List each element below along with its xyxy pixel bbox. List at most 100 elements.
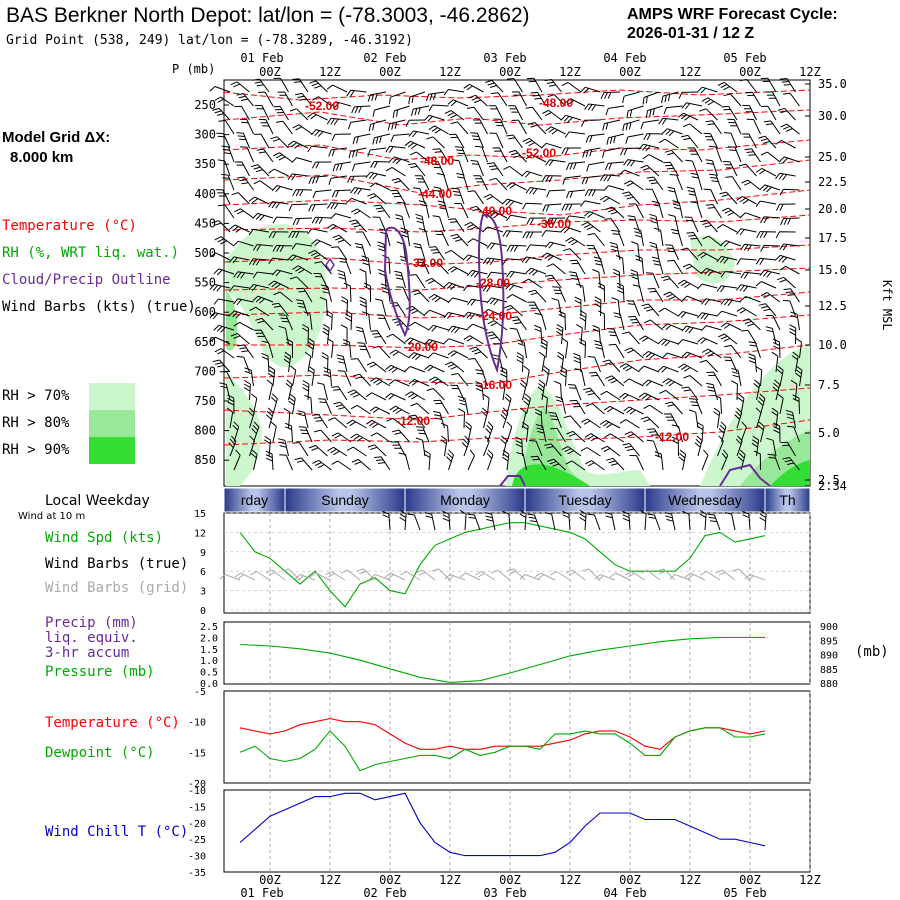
wind-barb	[541, 230, 562, 237]
wind-barb	[779, 78, 796, 93]
wind-barb	[705, 204, 722, 219]
isotherm-label: -48.00	[420, 154, 454, 168]
wind-barb	[534, 312, 547, 331]
wind-barb	[626, 300, 640, 317]
wind-barb	[526, 217, 547, 225]
rh90-swatch	[89, 437, 135, 464]
wind-barb	[385, 364, 406, 373]
wind-barb	[544, 274, 562, 289]
wind-speed-tick: 9	[200, 548, 206, 559]
wind-barb	[506, 78, 523, 93]
wind-barb	[651, 256, 664, 275]
height-tick-label: 17.5	[818, 231, 847, 245]
wind-barb	[522, 202, 543, 210]
wind-barb	[209, 312, 231, 320]
wind-barb	[469, 346, 488, 359]
bottom-time-tick: 12Z	[439, 873, 461, 887]
wind-barb	[405, 119, 426, 127]
wind-barb	[268, 201, 289, 209]
wind-barb	[671, 436, 679, 457]
weekday-segment	[764, 487, 811, 513]
pressure-tick-label: 850	[194, 453, 216, 467]
wind-barb	[268, 280, 289, 289]
grid-wind-barb	[369, 574, 391, 581]
wind-barb	[370, 377, 391, 387]
wind-barb	[311, 216, 332, 224]
wind-barb	[642, 91, 660, 105]
grid-wind-barb	[506, 568, 526, 581]
wind-barb	[311, 414, 328, 429]
wind-barb	[446, 449, 454, 471]
wind-barb	[546, 263, 566, 275]
wind-barb	[284, 422, 293, 443]
wind-barb	[706, 382, 718, 401]
wind-barb	[621, 331, 640, 345]
wind-barb	[658, 117, 679, 125]
wind-barb	[667, 259, 683, 275]
wind-barb	[221, 145, 235, 163]
legend-rh90: RH > 90%	[2, 442, 70, 458]
wind-barb	[701, 298, 722, 306]
legend-temperature: Temperature (°C)	[2, 218, 137, 234]
wind-barb	[641, 303, 660, 317]
wind-barb	[765, 315, 781, 331]
wind-barb	[661, 352, 683, 359]
wind-barb	[780, 217, 800, 226]
wind-barb	[587, 233, 605, 247]
wind-barb	[230, 81, 250, 93]
wind-barb	[643, 319, 664, 331]
wind-barb	[342, 339, 352, 359]
wind-barb	[521, 421, 529, 443]
wind-barb	[694, 435, 703, 457]
wind-barb	[586, 244, 601, 261]
wind-barb	[502, 230, 523, 238]
wind-barb	[791, 351, 799, 373]
grid-wind-barb	[459, 572, 481, 581]
wind-barb	[322, 323, 330, 345]
temp-dewpoint-panel: Temperature (°C) Dewpoint (°C) -5 -10 -15 -…	[45, 687, 811, 790]
wind-barb	[603, 405, 625, 415]
isotherm-line	[223, 109, 811, 126]
wind-barb	[643, 133, 664, 141]
wind-barb	[500, 435, 508, 457]
wind-barb	[386, 333, 406, 345]
weekday-label: rday	[241, 492, 268, 508]
wind-barb	[758, 303, 777, 317]
wind-barb	[451, 187, 465, 205]
pressure-tick-label: 350	[194, 157, 216, 171]
wind-barb	[369, 182, 391, 191]
wind-barb	[463, 311, 484, 320]
wind-barb	[601, 147, 621, 158]
wind-barb	[605, 206, 625, 219]
wind-barb	[599, 420, 621, 429]
wind-barb	[391, 429, 410, 443]
wind-barb	[408, 379, 430, 387]
wind-barb	[270, 421, 277, 443]
wind-barb	[503, 165, 523, 177]
wind-barb	[295, 92, 313, 107]
surface-wind-barb	[604, 512, 616, 531]
dewpoint-line	[239, 727, 766, 772]
wind-speed-tick: 3	[200, 587, 206, 598]
wind-barb	[642, 154, 664, 163]
wind-barb	[433, 399, 449, 415]
wind-barb	[400, 227, 410, 247]
wind-speed-tick: 12	[194, 528, 206, 539]
wind-barb	[759, 184, 781, 193]
wind-barb	[526, 77, 543, 93]
wind-barb	[212, 359, 231, 373]
forecast-cycle-value: 2026-01-31 / 12 Z	[627, 25, 754, 42]
wind-barb	[545, 159, 566, 167]
wind-barb	[347, 389, 367, 401]
bottom-time-tick: 00Z	[619, 873, 641, 887]
wind-barb	[523, 393, 531, 415]
wind-barb	[593, 256, 605, 275]
temp-tick: -15	[188, 748, 206, 759]
top-time-tick: 12Z	[679, 65, 701, 79]
wind-barb	[688, 398, 703, 415]
wind-barb	[780, 441, 796, 457]
wind-barb	[547, 94, 566, 107]
cloud-outline	[325, 257, 335, 273]
bottom-time-tick: 12Z	[679, 873, 701, 887]
wind-barb	[776, 365, 784, 387]
